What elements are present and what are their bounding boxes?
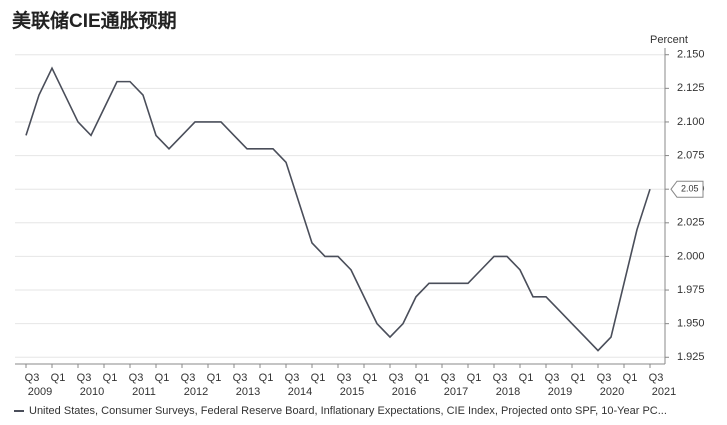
x-year-label: 2014	[288, 386, 312, 398]
x-tick-label: Q1	[363, 372, 378, 384]
y-tick-label: 1.975	[677, 284, 705, 296]
x-tick-label: Q1	[155, 372, 170, 384]
x-year-label: 2019	[548, 386, 572, 398]
chart-title: 美联储CIE通胀预期	[12, 9, 177, 32]
x-year-label: 2011	[132, 386, 156, 398]
y-tick-label: 1.950	[677, 318, 705, 330]
y-tick-label: 2.125	[677, 82, 705, 94]
x-tick-label: Q1	[519, 372, 534, 384]
x-tick-label: Q3	[77, 372, 92, 384]
x-tick-label: Q3	[25, 372, 40, 384]
x-tick-label: Q3	[233, 372, 248, 384]
last-value-box	[670, 180, 704, 198]
x-year-label: 2017	[444, 386, 468, 398]
x-tick-label: Q3	[441, 372, 456, 384]
x-tick-label: Q3	[129, 372, 144, 384]
x-tick-label: Q1	[103, 372, 118, 384]
x-tick-label: Q1	[311, 372, 326, 384]
x-year-label: 2012	[184, 386, 208, 398]
y-tick-label: 2.000	[677, 250, 705, 262]
y-tick-label: 2.025	[677, 217, 705, 229]
y-tick-label: 2.100	[677, 116, 705, 128]
x-year-label: 2009	[28, 386, 52, 398]
x-tick-label: Q3	[597, 372, 612, 384]
x-tick-label: Q1	[467, 372, 482, 384]
y-tick-label: 2.150	[677, 49, 705, 61]
x-year-label: 2015	[340, 386, 364, 398]
x-tick-label: Q3	[389, 372, 404, 384]
legend-label: United States, Consumer Surveys, Federal…	[29, 405, 667, 417]
x-year-label: 2010	[80, 386, 104, 398]
x-year-label: 2020	[600, 386, 624, 398]
x-year-label: 2021	[652, 386, 676, 398]
y-axis-label: Percent	[650, 34, 688, 46]
x-tick-label: Q3	[545, 372, 560, 384]
x-tick-label: Q1	[51, 372, 66, 384]
x-tick-label: Q1	[259, 372, 274, 384]
x-tick-label: Q1	[415, 372, 430, 384]
x-tick-label: Q3	[493, 372, 508, 384]
x-year-label: 2016	[392, 386, 416, 398]
y-tick-label: 2.075	[677, 149, 705, 161]
x-tick-label: Q3	[337, 372, 352, 384]
last-value-label: 2.05	[681, 184, 699, 194]
y-tick-label: 1.925	[677, 351, 705, 363]
x-tick-label: Q3	[181, 372, 196, 384]
x-tick-label: Q1	[623, 372, 638, 384]
x-year-label: 2013	[236, 386, 260, 398]
x-year-label: 2018	[496, 386, 520, 398]
x-tick-label: Q1	[207, 372, 222, 384]
x-tick-label: Q3	[649, 372, 664, 384]
series-line	[25, 66, 651, 352]
x-tick-label: Q1	[571, 372, 586, 384]
x-tick-label: Q3	[285, 372, 300, 384]
